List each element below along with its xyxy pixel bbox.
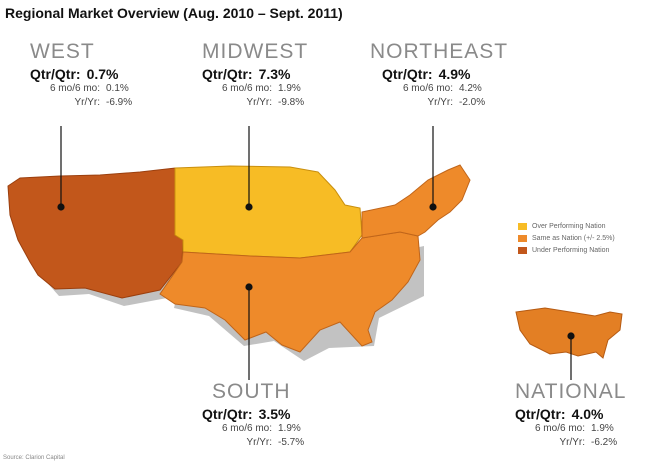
northeast-qtr-label: Qtr/Qtr: <box>382 66 433 82</box>
west-yr-value: -6.9% <box>106 97 133 108</box>
legend-label-same: Same as Nation (+/- 2.5%) <box>532 234 615 242</box>
national-yr-label: Yr/Yr: <box>559 437 585 448</box>
midwest-six-label: 6 mo/6 mo: <box>221 83 272 94</box>
midwest-qtr-label: Qtr/Qtr: <box>202 66 253 82</box>
south-six-label: 6 mo/6 mo: <box>221 423 272 434</box>
national-yr-value: -6.2% <box>591 437 618 448</box>
west-region <box>7 167 184 299</box>
national-qtr-label: Qtr/Qtr: <box>515 406 566 422</box>
northeast-region <box>361 164 471 239</box>
northeast-yr-label: Yr/Yr: <box>427 97 453 108</box>
national-six-value: 1.9% <box>591 423 614 434</box>
source-note: Source: Clarion Capital <box>3 455 65 461</box>
midwest-six-value: 1.9% <box>278 83 301 94</box>
south-six-value: 1.9% <box>278 423 301 434</box>
midwest-name: MIDWEST <box>202 40 309 63</box>
west-qtr-value: 0.7% <box>86 66 119 82</box>
northeast-stats: NORTHEAST Qtr/Qtr: 4.9% 6 mo/6 mo: 4.2% Yr… <box>370 40 508 110</box>
legend-item-same: Same as Nation (+/- 2.5%) <box>518 232 615 244</box>
midwest-region <box>174 165 363 259</box>
national-six-label: 6 mo/6 mo: <box>534 423 585 434</box>
northeast-six-value: 4.2% <box>459 83 482 94</box>
legend: Over Performing Nation Same as Nation (+… <box>518 220 615 256</box>
south-yr-value: -5.7% <box>278 437 305 448</box>
national-name: NATIONAL <box>515 380 627 403</box>
south-qtr-value: 3.5% <box>258 406 291 422</box>
legend-label-over: Over Performing Nation <box>532 222 606 230</box>
legend-swatch-same <box>518 234 527 242</box>
legend-swatch-over <box>518 222 527 230</box>
national-stats: NATIONAL Qtr/Qtr: 4.0% 6 mo/6 mo: 1.9% Yr/… <box>515 380 627 450</box>
west-name: WEST <box>30 40 95 63</box>
midwest-yr-label: Yr/Yr: <box>246 97 272 108</box>
south-name: SOUTH <box>212 380 291 403</box>
legend-swatch-under <box>518 246 527 254</box>
northeast-six-label: 6 mo/6 mo: <box>402 83 453 94</box>
northeast-name: NORTHEAST <box>370 40 509 63</box>
south-stats: SOUTH Qtr/Qtr: 3.5% 6 mo/6 mo: 1.9% Yr/Yr:… <box>202 380 314 450</box>
national-map <box>515 307 623 359</box>
west-six-label: 6 mo/6 mo: <box>49 83 100 94</box>
south-yr-label: Yr/Yr: <box>246 437 272 448</box>
national-qtr-value: 4.0% <box>571 406 604 422</box>
south-qtr-label: Qtr/Qtr: <box>202 406 253 422</box>
midwest-stats: MIDWEST Qtr/Qtr: 7.3% 6 mo/6 mo: 1.9% Yr/Y… <box>202 40 314 110</box>
page-title: Regional Market Overview (Aug. 2010 – Se… <box>5 5 343 21</box>
midwest-qtr-value: 7.3% <box>258 66 291 82</box>
west-yr-label: Yr/Yr: <box>74 97 100 108</box>
legend-label-under: Under Performing Nation <box>532 246 610 254</box>
midwest-yr-value: -9.8% <box>278 97 305 108</box>
northeast-qtr-value: 4.9% <box>438 66 471 82</box>
west-stats: WEST Qtr/Qtr: 0.7% 6 mo/6 mo: 0.1% Yr/Yr: -… <box>30 40 142 110</box>
legend-item-under: Under Performing Nation <box>518 244 615 256</box>
west-qtr-label: Qtr/Qtr: <box>30 66 81 82</box>
west-six-value: 0.1% <box>106 83 129 94</box>
northeast-yr-value: -2.0% <box>459 97 486 108</box>
legend-item-over: Over Performing Nation <box>518 220 615 232</box>
